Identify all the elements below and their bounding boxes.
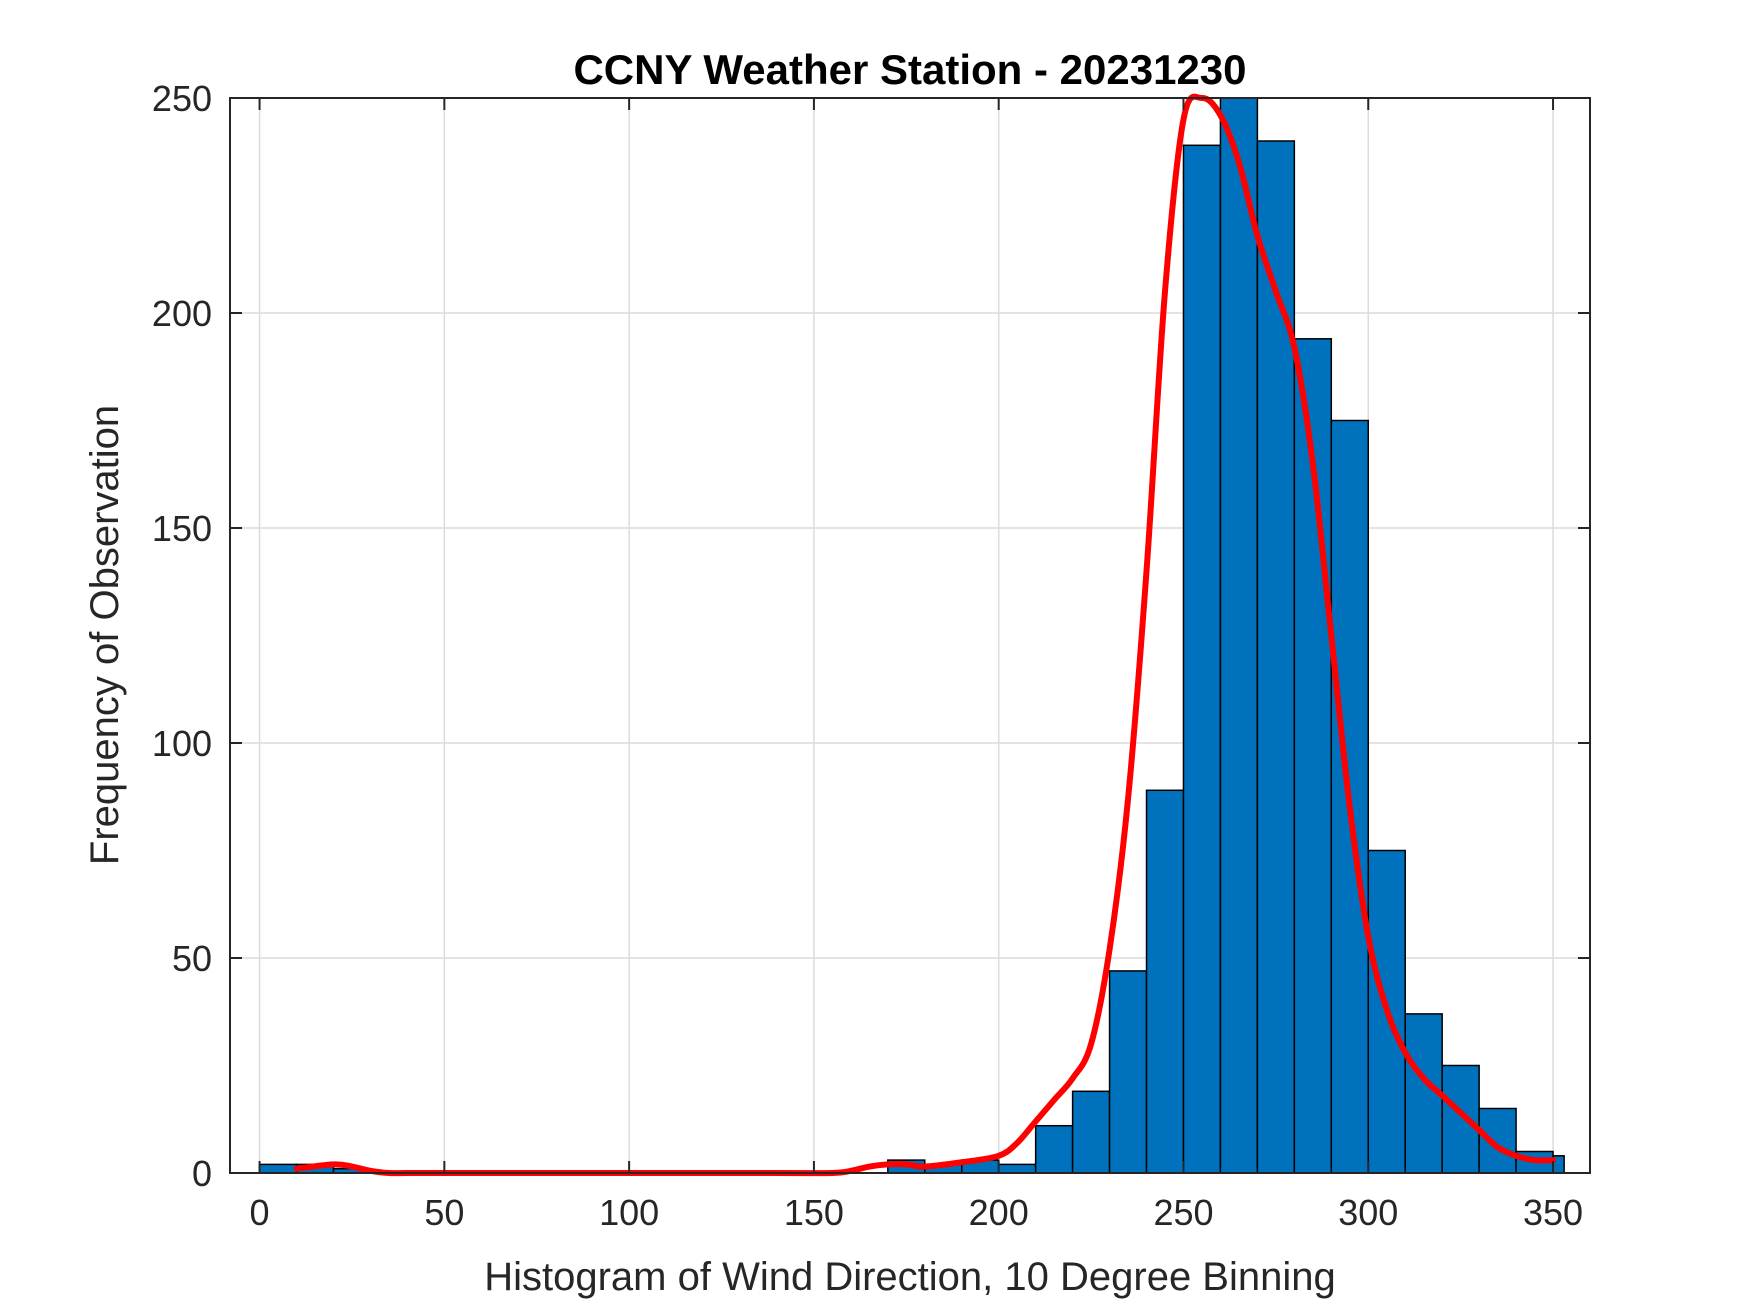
y-tick-label: 50: [172, 938, 212, 979]
y-tick-label: 0: [192, 1153, 212, 1194]
histogram-bar: [1145, 789, 1185, 1174]
histogram-bar: [1034, 1124, 1074, 1174]
histogram-bar: [1441, 1064, 1480, 1174]
x-tick-label: 150: [784, 1192, 844, 1233]
y-tick-label: 150: [152, 508, 212, 549]
histogram-bar: [1071, 1090, 1111, 1174]
histogram-bar: [1478, 1107, 1517, 1174]
histogram-bar: [258, 1163, 298, 1174]
plot-area-border: [229, 97, 1591, 1174]
histogram-bar: [1108, 970, 1148, 1174]
x-tick-label: 350: [1523, 1192, 1583, 1233]
x-tick-label: 50: [424, 1192, 464, 1233]
y-tick-label: 100: [152, 723, 212, 764]
x-tick-label: 200: [969, 1192, 1029, 1233]
x-tick-label: 250: [1153, 1192, 1213, 1233]
x-tick-label: 100: [599, 1192, 659, 1233]
x-tick-label: 300: [1338, 1192, 1398, 1233]
x-tick-label: 0: [250, 1192, 270, 1233]
y-tick-label: 250: [152, 78, 212, 119]
histogram-bar: [1330, 419, 1370, 1174]
y-axis-label: Frequency of Observation: [83, 405, 127, 865]
axis-ticks: 0 50 100 150 200 250 300 350 0 50 100 150 200 250: [152, 78, 1590, 1233]
x-axis-label: Histogram of Wind Direction, 10 Degree B…: [484, 1255, 1336, 1299]
histogram-bar: [997, 1163, 1037, 1174]
y-tick-label: 200: [152, 293, 212, 334]
histogram-bar: [1256, 140, 1296, 1174]
histogram-bar: [1219, 97, 1259, 1174]
histogram-bar: [1182, 144, 1222, 1174]
chart-title: CCNY Weather Station - 20231230: [573, 46, 1246, 93]
